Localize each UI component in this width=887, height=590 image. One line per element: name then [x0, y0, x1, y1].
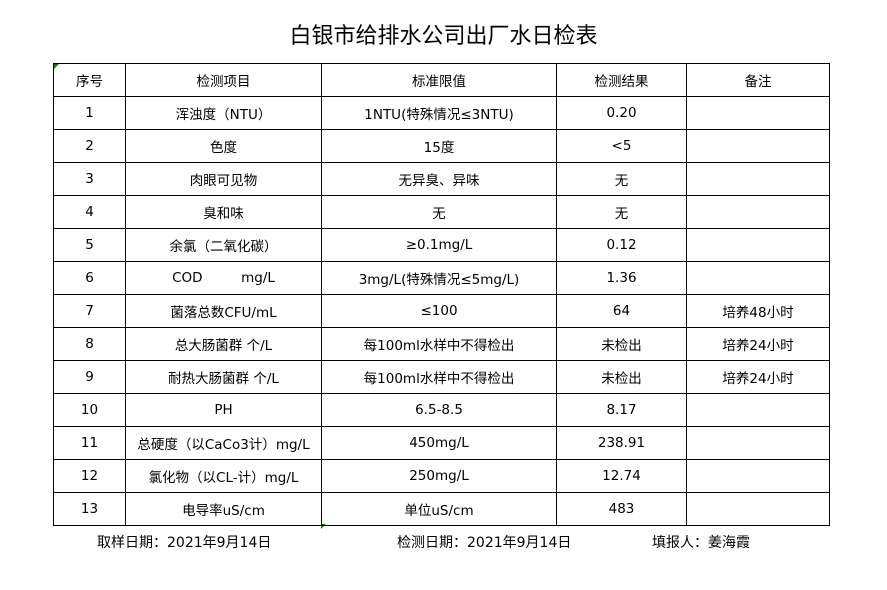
cell-result: 未检出 — [556, 327, 687, 361]
cell-index: 2 — [53, 129, 126, 163]
test-date: 检测日期：2021年9月14日 — [397, 535, 572, 551]
table-row: 8 总大肠菌群 个/L 每100ml水样中不得检出 未检出 培养24小时 — [53, 327, 830, 361]
table-row: 11 总硬度（以CaCo3计）mg/L 450mg/L 238.91 — [53, 426, 830, 460]
cell-result: 238.91 — [556, 426, 687, 460]
cell-result: 8.17 — [556, 393, 687, 427]
header-cell-index: 序号 — [53, 63, 126, 97]
table-row: 7 菌落总数CFU/mL ≤100 64 培养48小时 — [53, 294, 830, 328]
table-row: 4 臭和味无无 — [53, 195, 830, 229]
cell-index: 13 — [53, 492, 126, 526]
cell-item: COD mg/L — [125, 261, 322, 295]
cell-index: 12 — [53, 459, 126, 493]
cell-remark — [686, 228, 830, 262]
cell-limit: 无异臭、异味 — [321, 162, 557, 196]
cell-item: 肉眼可见物 — [125, 162, 322, 196]
header-cell-limit: 标准限值 — [321, 63, 557, 97]
cell-result: 无 — [556, 162, 687, 196]
cell-remark — [686, 162, 830, 196]
table-row: 10 PH 6.5-8.5 8.17 — [53, 393, 830, 427]
cell-limit: 15度 — [321, 129, 557, 163]
cell-limit: 单位uS/cm — [321, 492, 557, 526]
table-row: 12 氯化物（以CL-计）mg/L 250mg/L 12.74 — [53, 459, 830, 493]
table-row: 6 COD mg/L 3mg/L(特殊情况≤5mg/L) 1.36 — [53, 261, 830, 295]
cell-item: PH — [125, 393, 322, 427]
cell-remark — [686, 129, 830, 163]
table-header-row: 序号 检测项目 标准限值 检测结果 备注 — [53, 63, 830, 97]
cell-limit: ≤100 — [321, 294, 557, 328]
cell-limit: 3mg/L(特殊情况≤5mg/L) — [321, 261, 557, 295]
table-row: 2 色度 15度 <5 — [53, 129, 830, 163]
cell-result: 64 — [556, 294, 687, 328]
cell-remark — [686, 261, 830, 295]
cell-item: 浑浊度（NTU） — [125, 96, 322, 130]
cell-remark — [686, 393, 830, 427]
cell-item: 余氯（二氧化碳） — [125, 228, 322, 262]
page-title: 白银市给排水公司出厂水日检表 — [289, 24, 598, 49]
cell-item: 臭和味 — [125, 195, 322, 229]
reporter: 填报人：姜海霞 — [652, 535, 750, 551]
header-cell-item: 检测项目 — [125, 63, 322, 97]
table-row: 3 肉眼可见物 无异臭、异味无 — [53, 162, 830, 196]
cell-item: 总硬度（以CaCo3计）mg/L — [125, 426, 322, 460]
cell-item: 总大肠菌群 个/L — [125, 327, 322, 361]
cell-remark: 培养24小时 — [686, 360, 830, 394]
cell-limit: 450mg/L — [321, 426, 557, 460]
cell-index: 10 — [53, 393, 126, 427]
cell-item: 电导率uS/cm — [125, 492, 322, 526]
cell-item: 菌落总数CFU/mL — [125, 294, 322, 328]
table-row: 9 耐热大肠菌群 个/L 每100ml水样中不得检出 未检出 培养24小时 — [53, 360, 830, 394]
header-cell-result: 检测结果 — [556, 63, 687, 97]
cell-limit: 6.5-8.5 — [321, 393, 557, 427]
cell-index: 1 — [53, 96, 126, 130]
cell-remark — [686, 459, 830, 493]
cell-index: 4 — [53, 195, 126, 229]
cell-limit: ≥0.1mg/L — [321, 228, 557, 262]
header-cell-remark: 备注 — [686, 63, 830, 97]
table-row: 5 余氯（二氧化碳） ≥0.1mg/L 0.12 — [53, 228, 830, 262]
cell-limit: 无 — [321, 195, 557, 229]
cell-result: 无 — [556, 195, 687, 229]
cell-item: 氯化物（以CL-计）mg/L — [125, 459, 322, 493]
cell-result: 483 — [556, 492, 687, 526]
table-row: 1 浑浊度（NTU） 1NTU(特殊情况≤3NTU) 0.20 — [53, 96, 830, 130]
sampling-date: 取样日期：2021年9月14日 — [97, 535, 272, 551]
cell-index: 7 — [53, 294, 126, 328]
cell-marker — [321, 524, 326, 529]
cell-index: 8 — [53, 327, 126, 361]
cell-index: 9 — [53, 360, 126, 394]
cell-limit: 每100ml水样中不得检出 — [321, 360, 557, 394]
cell-limit: 每100ml水样中不得检出 — [321, 327, 557, 361]
cell-item: 耐热大肠菌群 个/L — [125, 360, 322, 394]
cell-result: 0.12 — [556, 228, 687, 262]
cell-remark — [686, 195, 830, 229]
cell-result: 12.74 — [556, 459, 687, 493]
cell-result: 1.36 — [556, 261, 687, 295]
cell-index: 5 — [53, 228, 126, 262]
cell-remark — [686, 426, 830, 460]
cell-index: 6 — [53, 261, 126, 295]
cell-result: 未检出 — [556, 360, 687, 394]
inspection-table: 序号 检测项目 标准限值 检测结果 备注 1 浑浊度（NTU） 1NTU(特殊情况≤… — [53, 63, 830, 526]
table-row: 13 电导率uS/cm 单位uS/cm 483 — [53, 492, 830, 526]
cell-remark — [686, 96, 830, 130]
cell-result: 0.20 — [556, 96, 687, 130]
cell-remark — [686, 492, 830, 526]
cell-remark: 培养48小时 — [686, 294, 830, 328]
cell-limit: 1NTU(特殊情况≤3NTU) — [321, 96, 557, 130]
cell-index: 11 — [53, 426, 126, 460]
cell-index: 3 — [53, 162, 126, 196]
cell-result: <5 — [556, 129, 687, 163]
cell-item: 色度 — [125, 129, 322, 163]
cell-remark: 培养24小时 — [686, 327, 830, 361]
cell-limit: 250mg/L — [321, 459, 557, 493]
